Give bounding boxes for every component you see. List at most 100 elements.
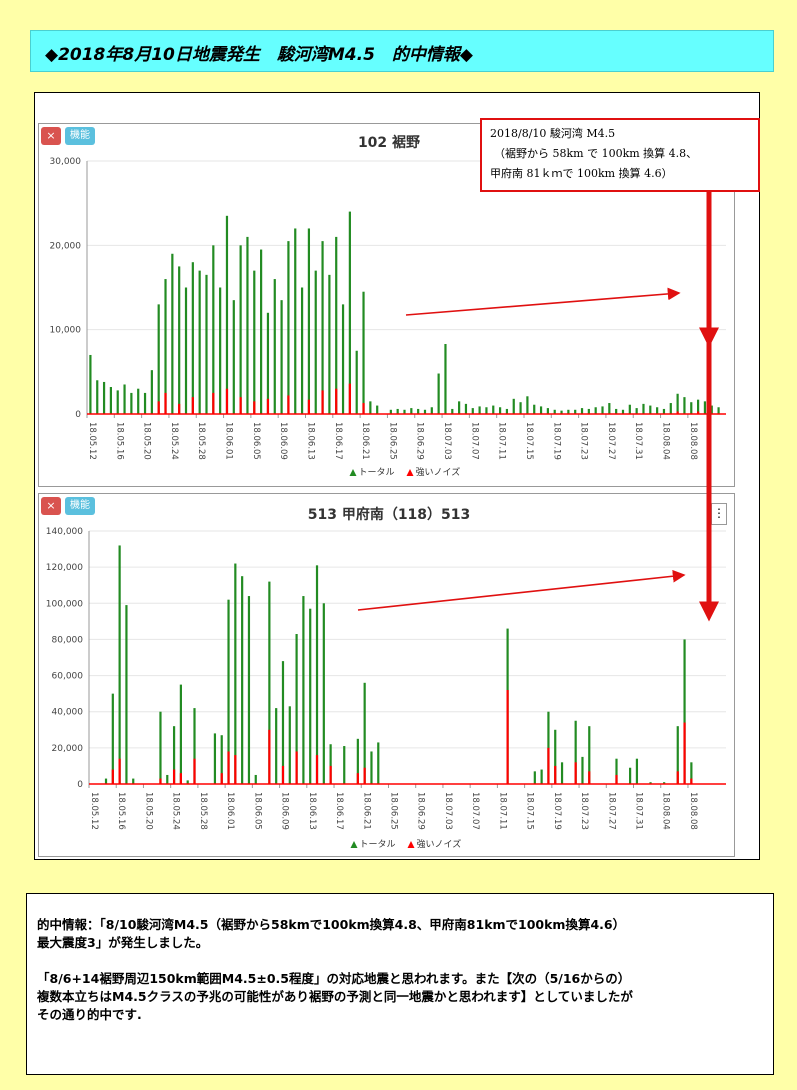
bar-noise [234, 755, 237, 784]
bar-total [239, 245, 242, 414]
y-tick-label: 0 [77, 780, 83, 790]
bar-noise [266, 398, 270, 414]
x-tick-label: 18.06.17 [334, 792, 344, 830]
bar-total [649, 405, 652, 414]
bar-total [587, 408, 590, 414]
bar-total [191, 262, 194, 414]
bar-total [389, 409, 392, 414]
y-tick-label: 20,000 [52, 744, 84, 754]
bar-total [608, 403, 611, 414]
y-tick-label: 120,000 [46, 563, 83, 573]
description-line: 「8/6+14裾野周辺150km範囲M4.5±0.5程度」の対応地震と思われます… [37, 971, 631, 986]
y-tick-label: 140,000 [46, 527, 83, 537]
bar-total [526, 396, 529, 414]
bar-total [184, 287, 188, 414]
bar-total [89, 354, 92, 414]
x-tick-label: 18.07.07 [470, 792, 480, 830]
x-tick-label: 18.07.03 [442, 422, 452, 460]
bar-noise [118, 758, 121, 784]
bar-noise [363, 767, 366, 784]
function-button[interactable]: 機能 [65, 127, 95, 145]
bar-total [315, 565, 319, 784]
x-tick-label: 18.07.27 [606, 792, 616, 830]
y-tick-label: 80,000 [52, 635, 84, 645]
description-box: 的中情報：「8/10駿河湾M4.5（裾野から58kmで100km換算4.8、甲府… [26, 893, 774, 1075]
y-tick-label: 20,000 [50, 241, 82, 251]
figure-frame: × 機能 102 裾野 0 10,000 20,000 30,000 18.05.12 1… [34, 92, 760, 860]
description-line: 複数本立ちはM4.5クラスの予兆の可能性があり裾野の予測と同一地震かと思われます… [37, 989, 633, 1004]
bar-total [403, 409, 406, 414]
bar-noise [321, 390, 324, 414]
bar-total [253, 270, 256, 414]
bar-total [294, 228, 297, 414]
x-tick-label: 18.07.27 [606, 422, 616, 460]
x-tick-label: 18.07.07 [469, 422, 479, 460]
bar-noise [574, 762, 577, 784]
x-tick-label: 18.07.03 [443, 792, 453, 830]
bar-total [150, 370, 153, 414]
y-tick-label: 40,000 [52, 708, 84, 718]
bar-noise [212, 392, 215, 414]
x-tick-label: 18.05.24 [169, 422, 179, 460]
bar-total [309, 608, 312, 784]
x-tick-label: 18.07.15 [525, 792, 535, 830]
x-tick-label: 18.07.15 [524, 422, 534, 460]
close-button[interactable]: × [41, 127, 61, 145]
bar-total [615, 408, 618, 414]
x-tick-label: 18.06.17 [333, 422, 343, 460]
bar-total [588, 726, 591, 784]
bar-noise [178, 403, 181, 414]
bar-total [125, 605, 128, 784]
y-tick-label: 30,000 [50, 157, 82, 167]
bar-total [717, 407, 720, 414]
bar-total [505, 408, 509, 414]
x-tick-label: 18.06.01 [224, 422, 234, 460]
bar-noise [220, 773, 223, 784]
bar-noise [547, 747, 550, 784]
x-tick-label: 18.07.19 [551, 422, 561, 460]
bar-noise [697, 411, 700, 414]
bar-total [343, 746, 346, 784]
bar-total [198, 270, 201, 414]
bar-total [275, 708, 278, 784]
bar-total [690, 762, 693, 784]
bar-total [159, 711, 162, 784]
bar-total [213, 733, 217, 784]
bar-noise [506, 690, 509, 784]
bar-total [281, 661, 285, 784]
bar-total [280, 300, 283, 414]
bar-total [266, 312, 270, 414]
x-tick-label: 18.05.28 [198, 792, 208, 830]
x-tick-label: 18.07.19 [552, 792, 562, 830]
close-button[interactable]: × [41, 497, 61, 515]
bar-total [220, 735, 223, 784]
bar-total [451, 408, 454, 414]
bar-total [111, 693, 114, 784]
bar-total [669, 403, 672, 414]
bar-total [102, 381, 106, 414]
bar-total [287, 241, 290, 414]
bar-total [574, 409, 577, 414]
bar-noise [348, 383, 351, 414]
bar-total [157, 304, 160, 414]
bar-total [629, 767, 632, 784]
x-tick-label: 18.06.13 [307, 792, 317, 830]
bar-total [703, 401, 707, 414]
annotation-line: 甲府南 81ｋｍで 100km 換算 4.6） [490, 167, 673, 180]
bar-total [300, 287, 304, 414]
function-button[interactable]: 機能 [65, 497, 95, 515]
bar-total [580, 408, 584, 414]
x-tick-label: 18.05.20 [143, 792, 153, 830]
bar-total [697, 399, 700, 414]
x-tick-label: 18.06.09 [280, 792, 290, 830]
bar-total [533, 771, 536, 784]
bar-total [628, 404, 631, 414]
x-tick-label: 18.06.21 [360, 422, 370, 460]
bar-total [635, 758, 639, 784]
bar-total [96, 380, 99, 414]
x-tick-label: 18.06.25 [388, 792, 398, 830]
menu-icon[interactable]: ⋮ [711, 503, 727, 525]
y-tick-label: 60,000 [52, 672, 84, 682]
bar-total [594, 407, 597, 414]
bar-total [328, 274, 331, 414]
